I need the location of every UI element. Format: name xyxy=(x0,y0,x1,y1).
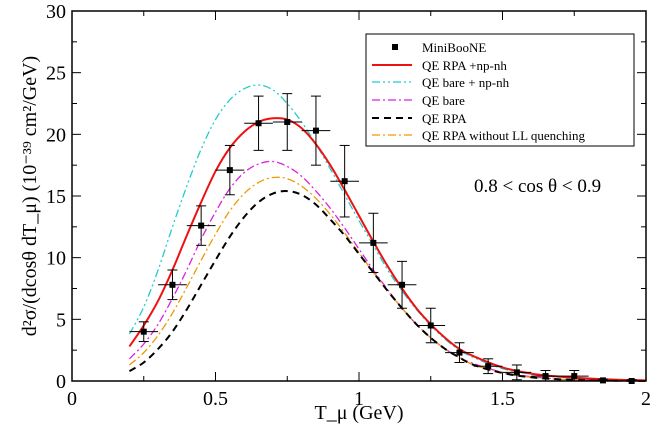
y-tick-label: 10 xyxy=(46,248,66,270)
cos-theta-annotation: 0.8 < cos θ < 0.9 xyxy=(474,176,601,197)
legend-marker-minibooone xyxy=(392,44,398,50)
data-point xyxy=(272,93,302,151)
data-marker xyxy=(169,281,176,288)
data-point xyxy=(244,95,273,151)
data-marker xyxy=(140,328,147,335)
data-point xyxy=(186,205,216,246)
data-marker xyxy=(226,167,233,174)
x-tick-label: 0 xyxy=(67,388,77,410)
x-tick-label: 2 xyxy=(641,388,651,410)
y-tick-label: 20 xyxy=(46,124,66,146)
data-marker xyxy=(284,119,291,125)
series-line-qe-rpa-no-ll xyxy=(128,176,647,382)
legend-label-bare: QE bare xyxy=(422,93,465,108)
legend-label-minibooone: MiniBooNE xyxy=(422,40,486,55)
data-point xyxy=(215,144,245,196)
series-line-qe-rpa xyxy=(128,190,647,382)
data-point xyxy=(387,260,417,309)
data-point xyxy=(330,144,359,218)
data-point xyxy=(301,95,331,166)
legend-label-rpa-npnh: QE RPA +np-nh xyxy=(422,58,507,73)
y-tick-label: 25 xyxy=(46,63,66,85)
legend-label-bare-npnh: QE bare + np-nh xyxy=(422,75,510,90)
data-point xyxy=(473,358,503,375)
data-marker xyxy=(571,373,578,380)
y-tick-label: 5 xyxy=(56,309,66,331)
data-marker xyxy=(255,120,262,127)
data-point xyxy=(445,342,474,363)
legend-box xyxy=(365,33,635,147)
data-marker xyxy=(198,222,205,229)
legend-label-rpa-no-ll: QE RPA without LL quenching xyxy=(422,128,585,143)
data-point xyxy=(416,307,446,344)
plot-frame xyxy=(71,10,647,382)
x-tick-label: 1.5 xyxy=(490,388,515,410)
x-axis-title: T_μ (GeV) xyxy=(314,402,403,424)
y-axis-title: d²σ/(dcosθ dT_μ) (10⁻³⁹ cm²/GeV) xyxy=(19,56,41,336)
y-tick-label: 0 xyxy=(56,371,66,393)
data-point xyxy=(129,321,159,343)
data-marker xyxy=(341,178,348,185)
data-point xyxy=(158,269,187,301)
data-point xyxy=(502,364,532,381)
legend-label-rpa: QE RPA xyxy=(422,111,467,126)
data-marker xyxy=(399,281,406,288)
data-marker xyxy=(456,349,463,356)
data-point xyxy=(359,212,388,273)
data-marker xyxy=(513,369,520,376)
legend: MiniBooNE QE RPA +np-nh QE bare + np-nh … xyxy=(365,33,635,147)
data-marker xyxy=(312,127,319,134)
data-marker xyxy=(542,373,549,380)
x-tick-label: 0.5 xyxy=(203,388,228,410)
data-marker xyxy=(427,322,434,329)
data-marker xyxy=(485,363,492,370)
y-tick-label: 15 xyxy=(46,186,66,208)
y-tick-label: 30 xyxy=(46,1,66,23)
data-marker xyxy=(370,239,377,246)
x-tick-label: 1 xyxy=(354,388,364,410)
